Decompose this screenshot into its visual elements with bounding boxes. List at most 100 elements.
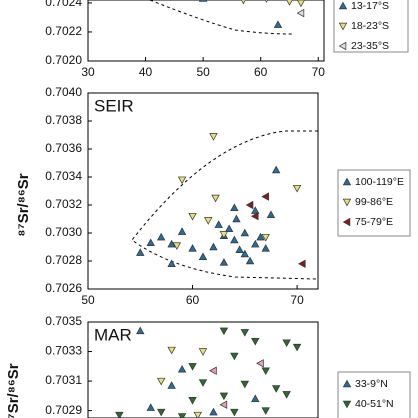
data-point <box>177 176 187 185</box>
data-point <box>167 259 176 268</box>
data-point <box>251 337 260 346</box>
data-point <box>188 397 197 405</box>
y-tick-label: 0.7040 <box>45 85 82 99</box>
data-point <box>224 224 234 233</box>
data-point <box>156 232 166 241</box>
legend-box <box>337 371 411 418</box>
y-tick-label: 0.7028 <box>45 253 82 267</box>
data-point <box>219 327 229 336</box>
y-tick-label: 0.7035 <box>45 314 82 328</box>
data-point <box>261 244 270 252</box>
x-tick-label: 50 <box>196 65 210 79</box>
data-point <box>261 407 270 415</box>
data-point <box>230 203 239 212</box>
y-tick-label: 0.7031 <box>45 373 82 387</box>
x-tick-label: 70 <box>290 293 304 307</box>
legend-label: 40-51°N <box>355 398 394 410</box>
legend-label: 18-23°S <box>351 20 389 32</box>
data-point <box>245 256 255 265</box>
legend: 33-9°N 40-51°N <box>337 371 411 418</box>
x-tick-label: 40 <box>139 65 153 79</box>
plot-frame <box>87 321 319 418</box>
data-point <box>245 200 254 210</box>
data-point <box>296 0 305 8</box>
x-tick-label: 50 <box>81 293 95 307</box>
data-point <box>136 326 145 335</box>
data-point <box>198 348 208 356</box>
legend-label: 100-119°E <box>355 176 404 188</box>
data-point <box>292 343 302 352</box>
data-point <box>251 394 260 403</box>
data-point <box>251 239 260 248</box>
data-point <box>296 8 305 18</box>
data-point <box>232 214 241 223</box>
data-point <box>136 248 145 256</box>
legend-marker <box>338 1 348 10</box>
y-tick-label: 0.7038 <box>45 113 82 127</box>
data-point <box>209 407 218 416</box>
y-tick-label: 0.7030 <box>45 225 82 239</box>
y-tick-label: 0.7024 <box>45 0 82 9</box>
data-point <box>251 206 260 214</box>
data-point <box>282 339 291 347</box>
y-tick-label: 0.7033 <box>45 344 82 358</box>
data-point <box>167 239 176 248</box>
data-point <box>115 411 124 418</box>
data-point <box>264 0 269 3</box>
data-point <box>261 192 269 201</box>
y-tick-label: 0.7034 <box>45 169 82 183</box>
data-point <box>167 381 176 389</box>
data-point <box>146 403 155 411</box>
y-tick-label: 0.7032 <box>45 197 82 211</box>
legend-marker <box>342 217 351 227</box>
x-tick-label: 70 <box>312 65 326 79</box>
y-axis-label: ⁸⁷Sr/⁸⁶Sr <box>5 363 22 418</box>
x-tick-label: 60 <box>186 293 200 307</box>
legend-label: 99-86°E <box>355 196 393 208</box>
legend-marker <box>342 400 352 409</box>
y-tick-label: 0.7026 <box>45 281 82 295</box>
data-point <box>297 259 306 268</box>
data-point <box>214 220 223 228</box>
data-point <box>146 238 155 247</box>
data-point <box>177 227 187 235</box>
data-point <box>177 413 187 418</box>
data-point <box>167 346 176 355</box>
data-point <box>156 408 166 417</box>
x-tick-label: 60 <box>254 65 268 79</box>
data-point <box>230 235 239 244</box>
envelope-curve <box>149 0 293 35</box>
data-point <box>219 258 229 266</box>
data-point <box>209 133 218 141</box>
y-tick-label: 0.7036 <box>45 141 82 155</box>
data-point <box>241 0 246 5</box>
legend-marker <box>342 198 352 207</box>
data-point <box>261 233 270 242</box>
data-point <box>198 379 208 387</box>
data-point <box>188 244 197 252</box>
data-point <box>266 210 276 219</box>
data-point <box>240 228 250 237</box>
data-point <box>273 20 283 28</box>
data-point <box>250 212 259 221</box>
data-point <box>188 212 197 221</box>
legend-label: 33-9°N <box>355 378 388 390</box>
data-point <box>198 0 208 2</box>
data-point <box>256 359 264 368</box>
data-point <box>282 391 291 399</box>
data-point <box>256 232 265 241</box>
legend-marker <box>338 41 347 51</box>
data-point <box>198 252 208 261</box>
data-point <box>235 245 244 254</box>
data-point <box>286 0 293 6</box>
y-tick-label: 0.7020 <box>45 53 82 67</box>
data-point <box>193 411 202 418</box>
envelope-curve <box>131 130 318 280</box>
legend: 13-17°S 18-23°S 23-35°S <box>333 0 409 53</box>
data-point <box>271 385 281 393</box>
data-point <box>156 377 166 386</box>
data-point <box>204 217 213 225</box>
x-tick-label: 30 <box>81 65 95 79</box>
legend-marker <box>342 379 352 388</box>
data-point <box>292 184 302 193</box>
